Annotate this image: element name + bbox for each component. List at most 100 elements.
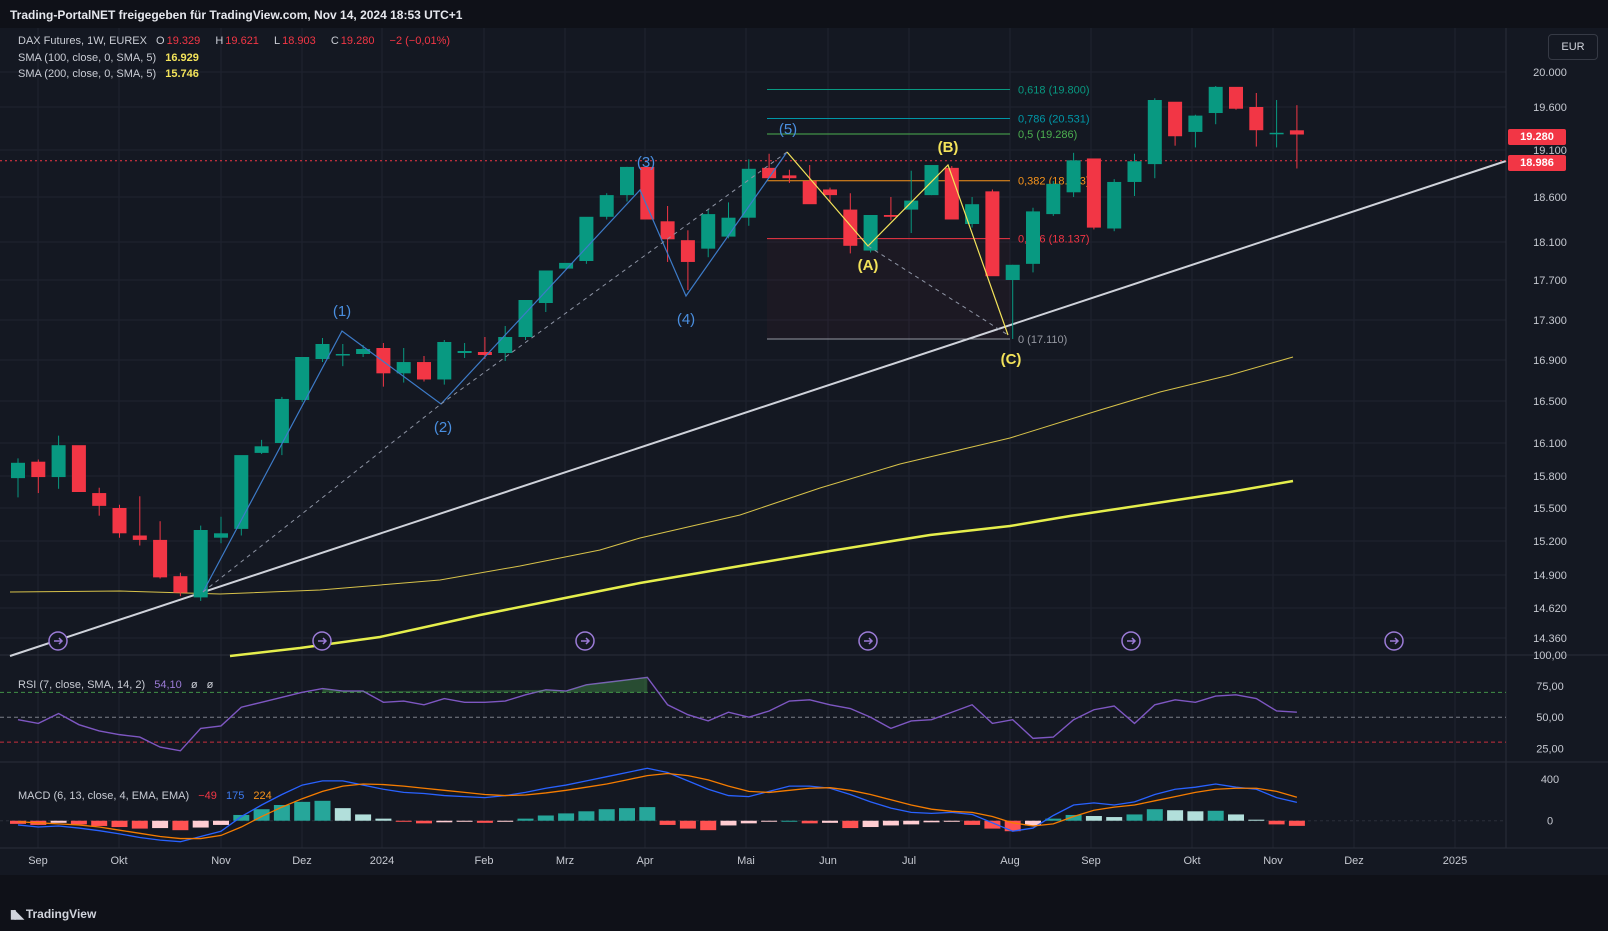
wave-label-yellow: (C): [1001, 351, 1022, 368]
candle-up: [11, 462, 25, 479]
macd-histogram-bar: [152, 820, 169, 829]
sma100-legend[interactable]: SMA (100, close, 0, SMA, 5) 16.929: [18, 52, 205, 64]
rsi-label: RSI (7, close, SMA, 14, 2): [18, 679, 146, 691]
candle-up: [274, 398, 289, 443]
macd-histogram-bar: [294, 801, 311, 821]
symbol-legend-row: DAX Futures, 1W, EUREX O 19.329 H 19.621 L…: [18, 35, 456, 47]
macd-histogram-bar: [862, 820, 879, 828]
candle-down: [132, 535, 147, 540]
candle-up: [1005, 264, 1020, 280]
price-axis-label: 15.200: [1533, 536, 1567, 548]
macd-histogram-bar: [558, 813, 575, 821]
rsi-axis-label: 25,00: [1536, 743, 1564, 755]
candle-down: [802, 181, 817, 205]
macd-histogram-bar: [497, 820, 514, 822]
header-text: Trading-PortalNET freigegeben für Tradin…: [10, 8, 463, 22]
macd-histogram-bar: [659, 820, 676, 825]
price-axis-label: 17.700: [1533, 275, 1567, 287]
candle-up: [721, 217, 736, 237]
macd-axis-label: 400: [1541, 774, 1559, 786]
time-axis-label: 2025: [1443, 855, 1467, 867]
macd-histogram-bar: [578, 811, 595, 821]
candle-up: [498, 337, 513, 353]
macd-histogram-bar: [842, 820, 859, 829]
macd-histogram-bar: [213, 820, 229, 825]
candle-up: [924, 165, 939, 196]
candle-up: [1107, 181, 1122, 229]
event-arrow-icon: [1127, 637, 1137, 645]
macd-histogram-bar: [436, 820, 453, 823]
candle-down: [1229, 86, 1243, 109]
candle-down: [1289, 130, 1304, 135]
candle-up: [214, 533, 228, 538]
candle-down: [640, 166, 655, 220]
macd-hist-value: −49: [198, 790, 217, 802]
macd-histogram-bar: [1268, 820, 1285, 825]
rsi-axis-label: 50,00: [1536, 712, 1564, 724]
event-arrow-icon: [581, 637, 591, 645]
candle-up: [396, 362, 411, 374]
macd-histogram-bar: [1146, 809, 1163, 821]
macd-histogram-bar: [903, 820, 920, 825]
rsi-line: [17, 676, 1297, 752]
time-axis-label: Feb: [475, 855, 494, 867]
price-axis-label: 19.100: [1533, 145, 1567, 157]
macd-histogram-bar: [253, 809, 270, 821]
candle-down: [1249, 107, 1264, 131]
time-axis-label: Sep: [28, 855, 48, 867]
candle-up: [356, 349, 371, 354]
macd-histogram-bar: [740, 820, 757, 824]
rsi-legend[interactable]: RSI (7, close, SMA, 14, 2) 54,10 ø ø: [18, 679, 219, 691]
line-price-tag: 18.986: [1508, 155, 1566, 171]
price-axis-label: 18.100: [1533, 237, 1567, 249]
time-axis-label: Dez: [1344, 855, 1364, 867]
candle-up: [457, 351, 472, 353]
macd-value: 175: [225, 790, 245, 802]
price-axis-label: 15.500: [1533, 503, 1567, 515]
macd-histogram-bar: [375, 818, 392, 821]
currency-button[interactable]: EUR: [1548, 34, 1598, 60]
macd-histogram-bar: [1106, 817, 1123, 821]
tradingview-logo[interactable]: ▮◣ TradingView: [10, 907, 96, 921]
macd-histogram-bar: [355, 814, 372, 821]
symbol-name[interactable]: DAX Futures, 1W, EUREX: [18, 35, 147, 47]
change-value: −2 (−0,01%): [389, 35, 451, 47]
chart-background: [0, 28, 1608, 848]
macd-histogram-bar: [964, 820, 981, 825]
sma100-value: 16.929: [165, 52, 199, 64]
price-axis-label: 16.900: [1533, 355, 1567, 367]
macd-histogram-bar: [1126, 814, 1143, 821]
sma200-label: SMA (200, close, 0, SMA, 5): [18, 68, 157, 80]
time-axis-label: Jul: [902, 855, 916, 867]
candle-up: [51, 445, 66, 478]
price-axis-label: 14.900: [1533, 570, 1567, 582]
rsi-overbought-fill: [322, 677, 648, 693]
wave-channel-line: [202, 403, 442, 593]
macd-legend[interactable]: MACD (6, 13, close, 4, EMA, EMA) −49 175…: [18, 790, 278, 802]
close-value: 19.280: [340, 35, 375, 47]
sma200-legend[interactable]: SMA (200, close, 0, SMA, 5) 15.746: [18, 68, 205, 80]
macd-histogram-bar: [619, 808, 635, 821]
wave-channel-line: [867, 245, 1009, 336]
price-axis-label: 19.600: [1533, 102, 1567, 114]
candle-up: [193, 530, 208, 598]
candle-up: [559, 262, 574, 269]
candle-down: [173, 576, 188, 593]
fib-level-label: 0,786 (20.531): [1018, 113, 1090, 125]
time-axis-label: 2024: [370, 855, 394, 867]
price-axis-label: 18.600: [1533, 192, 1567, 204]
candle-up: [579, 216, 594, 261]
candle-down: [782, 175, 797, 179]
macd-histogram-bar: [801, 820, 818, 824]
macd-histogram-bar: [1187, 811, 1204, 821]
macd-histogram-bar: [334, 808, 351, 821]
time-axis-label: Dez: [292, 855, 312, 867]
candle-down: [31, 461, 46, 478]
candle-down: [1168, 101, 1183, 137]
macd-label: MACD (6, 13, close, 4, EMA, EMA): [18, 790, 190, 802]
candle-up: [315, 344, 330, 359]
candle-up: [295, 357, 310, 400]
macd-histogram-bar: [822, 820, 838, 823]
price-axis-label: 15.800: [1533, 471, 1567, 483]
